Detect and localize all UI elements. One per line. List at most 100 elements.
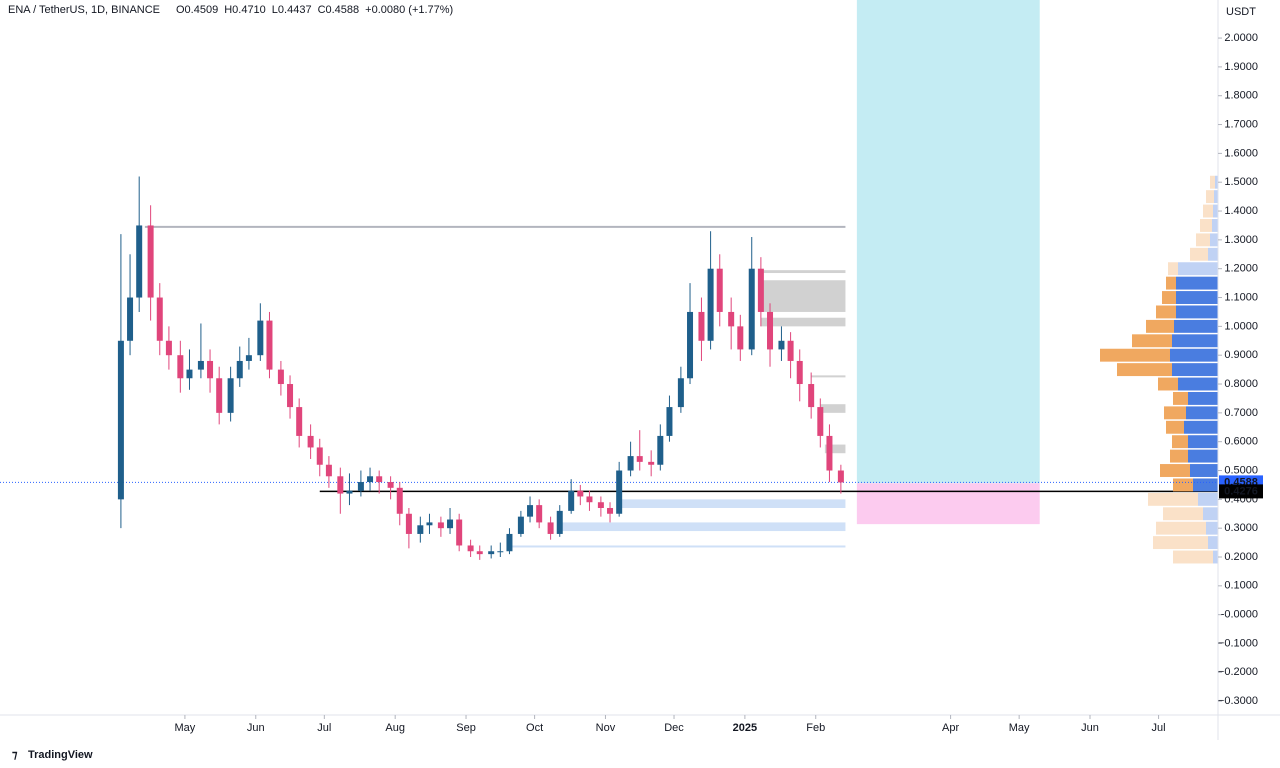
candle-body <box>627 456 634 471</box>
candle-body <box>177 355 184 379</box>
candle-body <box>325 464 332 477</box>
candle-body <box>716 268 723 312</box>
profile-down <box>1156 305 1176 319</box>
candle-body <box>547 522 554 534</box>
profile-down <box>1100 348 1170 362</box>
y-tick-label: 1.9000 <box>1224 61 1258 73</box>
ohlc-value: L0.4437 <box>272 4 312 16</box>
profile-up <box>1188 391 1218 405</box>
candle-body <box>337 476 344 494</box>
zone <box>760 280 846 312</box>
candle-body <box>597 502 604 508</box>
profile-up <box>1176 276 1218 290</box>
candle-body <box>737 326 744 350</box>
candle-body <box>367 476 374 483</box>
profile-up <box>1203 507 1218 521</box>
profile-up <box>1193 478 1218 492</box>
profile-up <box>1212 218 1218 232</box>
candle-body <box>127 297 134 341</box>
profile-down <box>1163 507 1203 521</box>
candle-body <box>136 225 143 298</box>
profile-up <box>1208 247 1218 261</box>
ohlc-value: C0.4588 <box>318 4 360 16</box>
profile-down <box>1148 492 1198 506</box>
y-tick-label: 0.9000 <box>1224 349 1258 361</box>
x-tick-label: Feb <box>806 722 825 734</box>
candle-body <box>437 522 444 529</box>
profile-down <box>1190 247 1208 261</box>
profile-down <box>1166 420 1184 434</box>
zone <box>559 522 846 532</box>
profile-down <box>1146 319 1174 333</box>
profile-down <box>1153 536 1208 550</box>
candle-body <box>476 551 483 555</box>
profile-up <box>1174 319 1218 333</box>
ohlc-value: H0.4710 <box>224 4 266 16</box>
candle-body <box>197 360 204 370</box>
candle-body <box>808 384 815 408</box>
y-tick-label: 0.3000 <box>1224 522 1258 534</box>
watermark: TradingView <box>28 749 93 761</box>
zone <box>760 317 846 327</box>
x-tick-label: Sep <box>456 722 476 734</box>
profile-up <box>1210 233 1218 247</box>
candle-body <box>687 311 694 379</box>
profile-up <box>1213 204 1218 218</box>
candle-body <box>527 505 534 517</box>
candle-body <box>586 496 593 503</box>
candle-body <box>346 490 353 494</box>
zone <box>824 444 846 454</box>
zone <box>811 375 846 378</box>
y-tick-label: 1.4000 <box>1224 205 1258 217</box>
profile-up <box>1172 334 1218 348</box>
candle-body <box>648 461 655 465</box>
candle-body <box>728 311 735 327</box>
x-tick-label: Oct <box>526 722 543 734</box>
profile-down <box>1210 175 1215 189</box>
y-tick-label: 0.8000 <box>1224 378 1258 390</box>
candle-body <box>417 525 424 534</box>
candle-body <box>517 516 524 534</box>
candle-body <box>826 435 833 471</box>
candle-body <box>707 268 714 341</box>
y-tick-label: 1.6000 <box>1224 147 1258 159</box>
profile-down <box>1203 204 1213 218</box>
candle-body <box>616 470 623 514</box>
candle-body <box>677 378 684 408</box>
profile-down <box>1173 478 1193 492</box>
profile-down <box>1117 363 1172 377</box>
candle-body <box>568 490 575 511</box>
profile-down <box>1170 449 1188 463</box>
x-tick-label: Apr <box>942 722 959 734</box>
candle-body <box>447 519 454 529</box>
candle-body <box>787 340 794 361</box>
candle-body <box>277 369 284 385</box>
x-tick-label: Aug <box>385 722 405 734</box>
x-tick-label: Jul <box>1152 722 1166 734</box>
y-tick-label: 1.7000 <box>1224 118 1258 130</box>
profile-up <box>1172 363 1218 377</box>
profile-down <box>1206 190 1214 204</box>
x-tick-label: Jul <box>317 722 331 734</box>
profile-down <box>1158 377 1178 391</box>
y-tick-label: 0.6000 <box>1224 436 1258 448</box>
logo: ⁊ <box>12 749 18 761</box>
currency: USDT <box>1226 6 1256 18</box>
candle-body <box>657 435 664 465</box>
candle-body <box>287 384 294 408</box>
profile-up <box>1208 536 1218 550</box>
zone <box>760 270 846 274</box>
candle-body <box>796 360 803 385</box>
profile-up <box>1188 435 1218 449</box>
profile-up <box>1176 291 1218 304</box>
x-tick-label: Nov <box>596 722 616 734</box>
x-tick-label: Dec <box>664 722 684 734</box>
profile-down <box>1173 391 1188 405</box>
candle-body <box>396 487 403 514</box>
y-tick-label: −0.1000 <box>1218 637 1258 649</box>
candle-body <box>376 476 383 483</box>
target-zone <box>856 0 1040 484</box>
candle-body <box>607 507 614 514</box>
